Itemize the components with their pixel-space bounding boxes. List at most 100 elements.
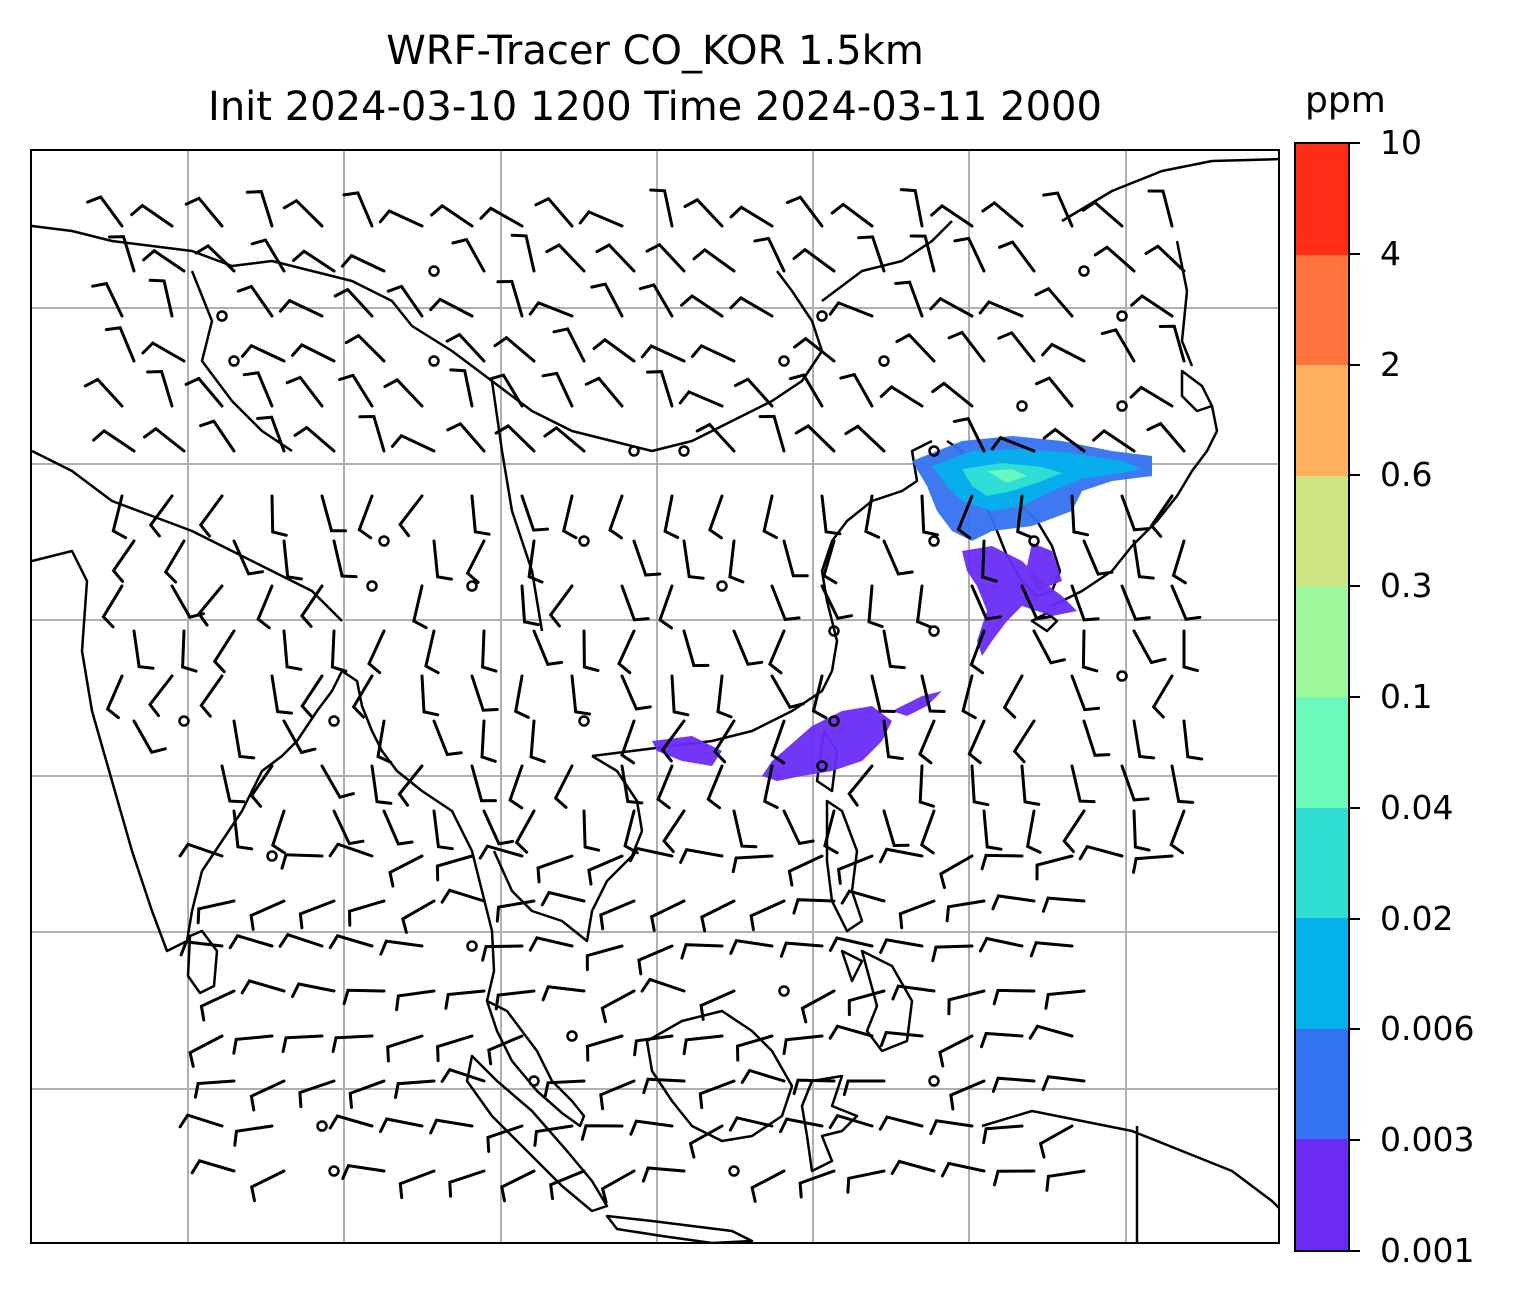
wind-barb	[762, 494, 778, 540]
wind-barb	[1041, 342, 1086, 363]
wind-barb	[163, 539, 186, 584]
wind-barb	[970, 764, 990, 807]
calm-wind-marker	[378, 535, 390, 547]
wind-barb	[620, 764, 644, 805]
colorbar-segment	[1296, 365, 1348, 476]
co-tracer-contour	[1027, 543, 1062, 591]
wind-barb	[494, 424, 536, 453]
colorbar-unit: ppm	[1305, 80, 1386, 121]
wind-barb	[370, 764, 393, 805]
wind-barb	[820, 494, 842, 536]
wind-barb	[633, 1034, 674, 1057]
calm-wind-marker	[566, 1030, 578, 1042]
wind-barb	[250, 1169, 286, 1203]
wind-barb	[338, 373, 374, 408]
wind-barb	[879, 847, 924, 864]
wind-barb	[857, 235, 886, 273]
wind-barb	[470, 674, 499, 712]
wind-barb	[787, 854, 824, 887]
wind-barb	[514, 674, 530, 719]
calm-wind-marker	[178, 715, 190, 727]
wind-barb	[782, 1034, 824, 1056]
wind-barb	[688, 1124, 724, 1159]
calm-wind-marker	[366, 580, 378, 592]
wind-barb	[108, 235, 136, 273]
wind-barb	[178, 1113, 224, 1129]
wind-barb	[991, 894, 1036, 911]
wind-barb	[1012, 719, 1036, 764]
wind-barb	[451, 237, 486, 273]
wind-barb	[424, 629, 440, 675]
coastline-segment	[1061, 157, 1278, 223]
calm-wind-marker	[328, 1165, 340, 1177]
wind-barb	[342, 988, 386, 1006]
wind-barb	[233, 1124, 274, 1147]
wind-barb	[899, 188, 924, 228]
calm-wind-marker	[828, 625, 840, 637]
wind-barb	[793, 336, 836, 363]
calm-wind-marker	[816, 760, 828, 772]
wind-barb	[543, 426, 586, 453]
wind-barb	[582, 809, 601, 852]
wind-barb	[670, 674, 690, 717]
wind-barb	[101, 584, 124, 629]
wind-barb	[828, 301, 874, 318]
wind-barb	[779, 1117, 824, 1134]
wind-barb	[782, 809, 815, 846]
wind-barb	[645, 242, 686, 273]
wind-barb	[949, 1079, 986, 1111]
wind-barb	[494, 989, 536, 1011]
colorbar-segment	[1296, 254, 1348, 366]
wind-barb	[193, 1079, 236, 1099]
chart-subtitle: Init 2024-03-10 1200 Time 2024-03-11 200…	[208, 84, 1102, 130]
calm-wind-marker	[928, 445, 940, 457]
wind-barb	[716, 674, 733, 719]
coastline-segment	[186, 929, 219, 995]
wind-barb	[130, 203, 174, 228]
wind-barb	[940, 1161, 986, 1178]
wind-barb	[440, 1067, 486, 1083]
wind-barb	[328, 934, 374, 950]
wind-barb	[532, 629, 564, 666]
wind-barb	[836, 854, 874, 885]
wind-barb	[188, 1034, 224, 1068]
coastline-segment	[411, 324, 733, 453]
wind-barb	[545, 243, 586, 273]
wind-barb	[1149, 494, 1174, 538]
calm-wind-marker	[778, 355, 790, 367]
wind-barb	[929, 1119, 974, 1136]
wind-barb	[1025, 809, 1042, 854]
wind-barb	[732, 809, 758, 849]
wind-barb	[520, 584, 540, 627]
wind-barb	[395, 989, 436, 1012]
wind-barb	[430, 203, 474, 228]
wind-barb	[358, 414, 386, 453]
wind-barb	[585, 1034, 624, 1062]
wind-barb	[1132, 539, 1155, 580]
wind-barb	[969, 629, 986, 675]
wind-barb	[692, 248, 736, 273]
calm-wind-marker	[328, 715, 340, 727]
wind-barb	[660, 719, 686, 763]
wind-barb	[278, 932, 324, 948]
coastline-segment	[1180, 369, 1214, 413]
wind-barb	[376, 719, 393, 764]
wind-barb	[1078, 844, 1124, 861]
calm-wind-marker	[828, 715, 840, 727]
coastline-segment	[32, 449, 343, 622]
wind-barb	[1041, 896, 1086, 913]
wind-barb	[1032, 629, 1066, 665]
wind-barb	[429, 297, 474, 318]
wind-barb	[682, 1034, 724, 1056]
wind-barb	[401, 899, 436, 934]
wind-barb	[549, 1169, 586, 1201]
wind-barb	[111, 494, 128, 540]
colorbar-segment	[1296, 918, 1348, 1029]
coastline-segment	[465, 1054, 609, 1213]
wind-barb	[449, 368, 474, 408]
calm-wind-marker	[428, 355, 440, 367]
wind-barb	[465, 539, 486, 584]
wind-barb	[282, 719, 317, 755]
wind-barb	[656, 764, 674, 810]
wind-barb	[534, 196, 574, 228]
